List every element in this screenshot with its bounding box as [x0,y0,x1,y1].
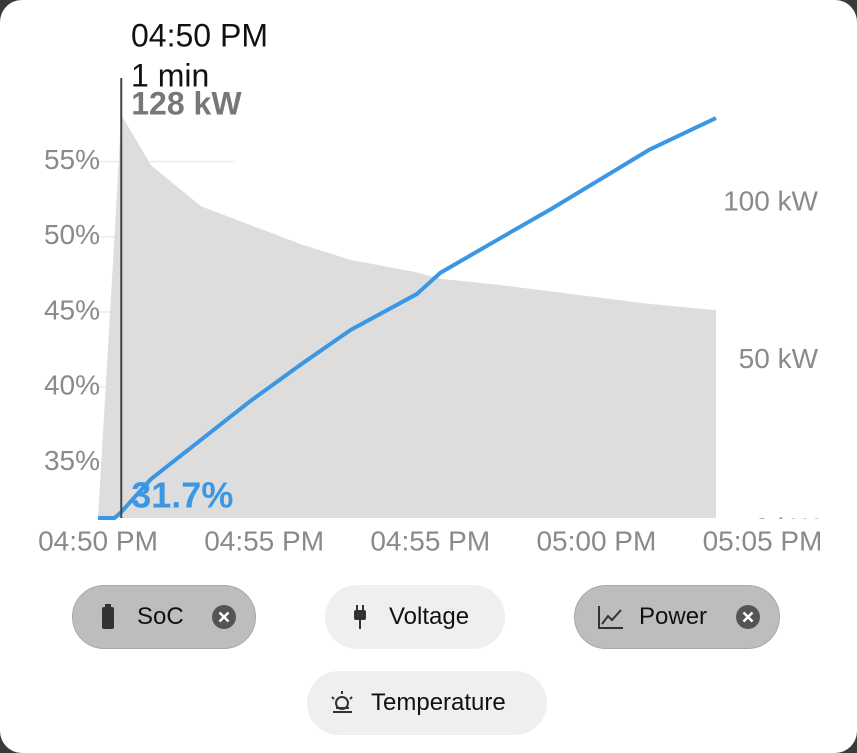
tooltip-power: 128 kW [131,85,242,121]
y-tick-label: 35% [44,445,100,476]
tooltip-time: 04:50 PM [131,17,268,53]
filter-chip[interactable]: SoC [72,585,256,649]
filter-chip[interactable]: Power [574,585,780,649]
tooltip-soc: 31.7% [131,475,233,516]
power-area [98,115,716,518]
x-tick-label: 04:55 PM [370,525,490,556]
x-tick-label: 05:00 PM [536,525,656,556]
chip-icon [102,604,114,629]
tooltip-duration: 1 min [131,57,209,93]
y-tick-label: 55% [44,144,100,175]
soc-line [98,116,717,520]
y2-tick-label: 50 kW [739,343,819,374]
chip-icon [354,605,366,629]
x-tick-label: 04:50 PM [38,525,158,556]
remove-button[interactable] [735,604,761,630]
y2-tick-label: 100 kW [723,186,818,217]
remove-button[interactable] [211,604,237,630]
filter-chip[interactable]: Voltage [325,585,505,649]
chip-label: SoC [137,603,184,630]
chip-label: Temperature [371,689,506,716]
chip-icon [331,691,353,713]
chip-label: Voltage [389,603,470,630]
chip-icon [598,606,623,629]
chart: 35% 40% 45% 50% 55% 04:50 PM 04:55 PM 04:55 PM 0… [38,17,823,556]
y2-tick-label: 0 kW [754,512,818,543]
y-tick-label: 45% [44,294,100,325]
chip-label: Power [639,603,708,630]
filter-chip[interactable]: Temperature [307,671,547,735]
y-tick-label: 40% [44,370,100,401]
x-tick-label: 04:55 PM [204,525,324,556]
y-tick-label: 50% [44,219,100,250]
x-tick-label: 05:05 PM [703,525,823,556]
